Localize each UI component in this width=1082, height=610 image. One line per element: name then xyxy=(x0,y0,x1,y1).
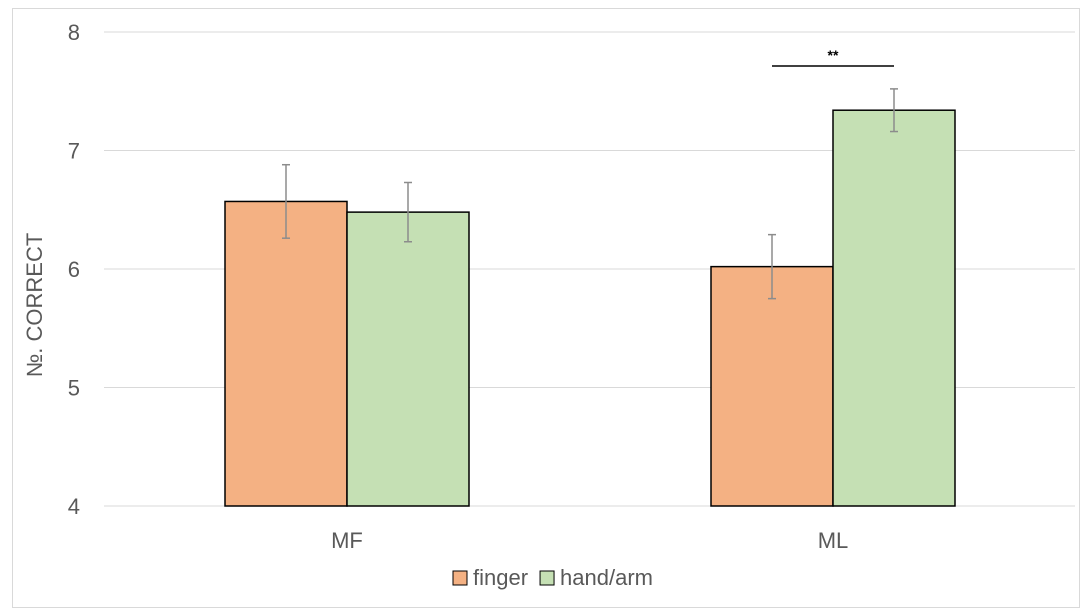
significance-annotations: ** xyxy=(772,47,894,67)
y-axis-title: №. CORRECT xyxy=(22,233,47,378)
legend-swatch xyxy=(539,570,555,586)
y-tick-labels: 4 5 6 7 8 xyxy=(68,20,80,519)
legend-swatch xyxy=(452,570,468,586)
significance-label: ** xyxy=(828,47,839,63)
y-tick-label: 4 xyxy=(68,494,80,519)
legend-label: finger xyxy=(473,565,528,590)
legend-label: hand/arm xyxy=(560,565,653,590)
y-tick-label: 6 xyxy=(68,257,80,282)
error-bars xyxy=(282,88,898,300)
y-tick-label: 7 xyxy=(68,139,80,164)
bar-handarm-ml xyxy=(832,109,956,507)
category-label: ML xyxy=(818,528,849,553)
bar-handarm-mf xyxy=(346,211,470,507)
category-label: MF xyxy=(331,528,363,553)
bars xyxy=(224,109,956,507)
legend: finger hand/arm xyxy=(452,565,653,590)
chart-frame xyxy=(12,8,1080,608)
bar-finger-mf xyxy=(224,200,348,507)
bar-finger-ml xyxy=(710,265,834,507)
y-tick-label: 8 xyxy=(68,20,80,45)
category-labels: MF ML xyxy=(331,528,848,553)
y-tick-label: 5 xyxy=(68,376,80,401)
